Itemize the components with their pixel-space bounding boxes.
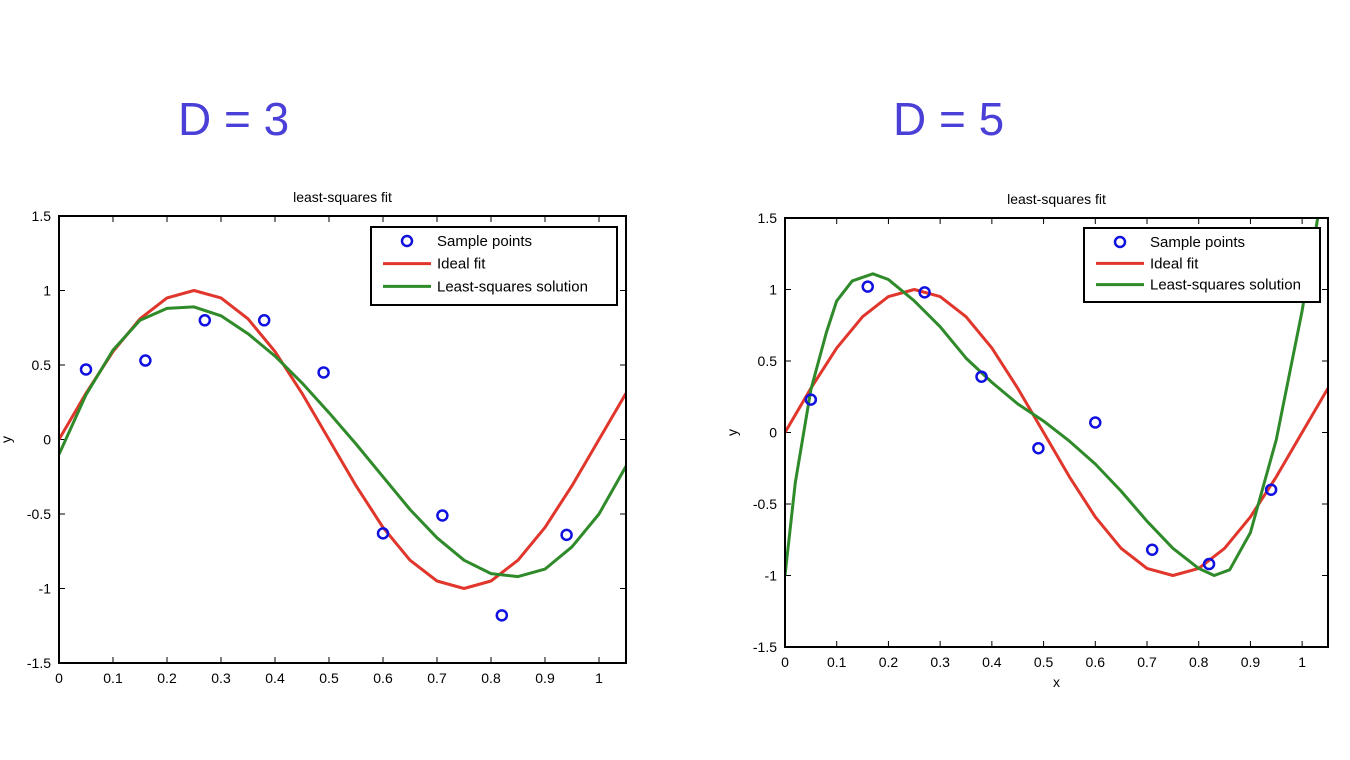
sample-point — [317, 366, 330, 379]
x-tick-label: 0.9 — [1241, 654, 1261, 670]
y-tick-label: -0.5 — [753, 496, 777, 512]
sample-point — [257, 314, 271, 327]
y-tick-label: 1.5 — [758, 210, 778, 226]
sample-point — [79, 363, 93, 376]
legend-label: Sample points — [1150, 234, 1245, 251]
sample-point — [1145, 543, 1159, 557]
sample-point — [198, 314, 212, 327]
y-tick-label: 1 — [43, 283, 51, 299]
sample-point — [495, 609, 509, 622]
x-tick-label: 0.7 — [427, 670, 447, 686]
y-tick-label: 0 — [43, 432, 51, 448]
x-tick-label: 0.3 — [930, 654, 950, 670]
legend-box — [1083, 227, 1321, 303]
x-tick-label: 0 — [55, 670, 63, 686]
x-tick-label: 0.6 — [373, 670, 393, 686]
chart-left: least-squares fit y 0 0.1 0.2 0.3 0.4 0.5 0.6 0.7… — [0, 189, 627, 686]
plot-frame — [784, 217, 1329, 648]
x-tick-label: 0.2 — [879, 654, 899, 670]
heading-d5: D = 5 — [893, 93, 1005, 145]
legend-label: Least-squares solution — [437, 278, 588, 295]
plot-area — [59, 289, 626, 590]
chart-title: least-squares fit — [1007, 191, 1106, 207]
y-axis-label: y — [0, 436, 14, 443]
x-tick-label: 0.1 — [103, 670, 123, 686]
heading-d3: D = 3 — [178, 93, 290, 145]
y-tick-label: -1 — [39, 581, 52, 597]
y-tick-label: -1.5 — [753, 639, 777, 655]
sample-point — [1202, 557, 1216, 571]
sample-point — [560, 528, 573, 542]
y-tick-label: -1 — [765, 568, 778, 584]
sample-point — [1264, 483, 1278, 496]
legend-label: Least-squares solution — [1150, 277, 1301, 294]
x-tick-label: 0.5 — [319, 670, 339, 686]
x-tick-label: 0.9 — [535, 670, 555, 686]
y-tick-label: 0.5 — [32, 357, 52, 373]
sample-point — [861, 280, 874, 293]
legend-label: Sample points — [437, 233, 532, 250]
y-tick-label: 0.5 — [758, 353, 778, 369]
chart-title: least-squares fit — [293, 189, 392, 205]
x-tick-label: 0.8 — [481, 670, 501, 686]
y-tick-label: 0 — [769, 425, 777, 441]
y-tick-label: -0.5 — [27, 506, 51, 522]
sample-point — [1089, 416, 1102, 429]
x-tick-label: 1 — [1298, 654, 1306, 670]
y-tick-label: 1.5 — [32, 208, 52, 224]
plot-area — [785, 218, 1328, 577]
x-tick-label: 1 — [595, 670, 603, 686]
legend-label: Ideal fit — [1150, 255, 1199, 272]
y-axis-label: y — [724, 429, 740, 436]
legend-marker-samples — [400, 234, 414, 248]
ideal-fit-line — [785, 288, 1328, 577]
sample-point — [918, 286, 931, 299]
least-squares-line — [59, 305, 626, 579]
legend-marker-samples — [1113, 235, 1127, 249]
chart-right: least-squares fit y x 0 0.1 0.2 0.3 0.4 0.5 0.6 0.… — [724, 191, 1329, 690]
x-tick-label: 0.2 — [157, 670, 177, 686]
x-tick-label: 0.3 — [211, 670, 231, 686]
legend-label: Ideal fit — [437, 256, 486, 273]
sample-point — [975, 370, 988, 383]
x-tick-label: 0.7 — [1137, 654, 1157, 670]
y-tick-label: 1 — [769, 282, 777, 298]
plot-frame — [58, 215, 627, 664]
sample-point — [1032, 441, 1045, 455]
x-tick-label: 0 — [781, 654, 789, 670]
x-tick-label: 0.4 — [982, 654, 1002, 670]
x-tick-label: 0.5 — [1034, 654, 1054, 670]
x-tick-label: 0.8 — [1189, 654, 1209, 670]
sample-point — [139, 354, 152, 367]
least-squares-line — [785, 218, 1320, 577]
sample-point — [376, 527, 390, 540]
x-tick-label: 0.6 — [1086, 654, 1106, 670]
sample-point — [436, 509, 449, 522]
ideal-fit-line — [59, 289, 626, 590]
x-tick-label: 0.1 — [827, 654, 847, 670]
x-axis-label: x — [1053, 674, 1060, 690]
x-tick-label: 0.4 — [265, 670, 285, 686]
sample-point — [804, 393, 818, 406]
y-tick-label: -1.5 — [27, 655, 51, 671]
